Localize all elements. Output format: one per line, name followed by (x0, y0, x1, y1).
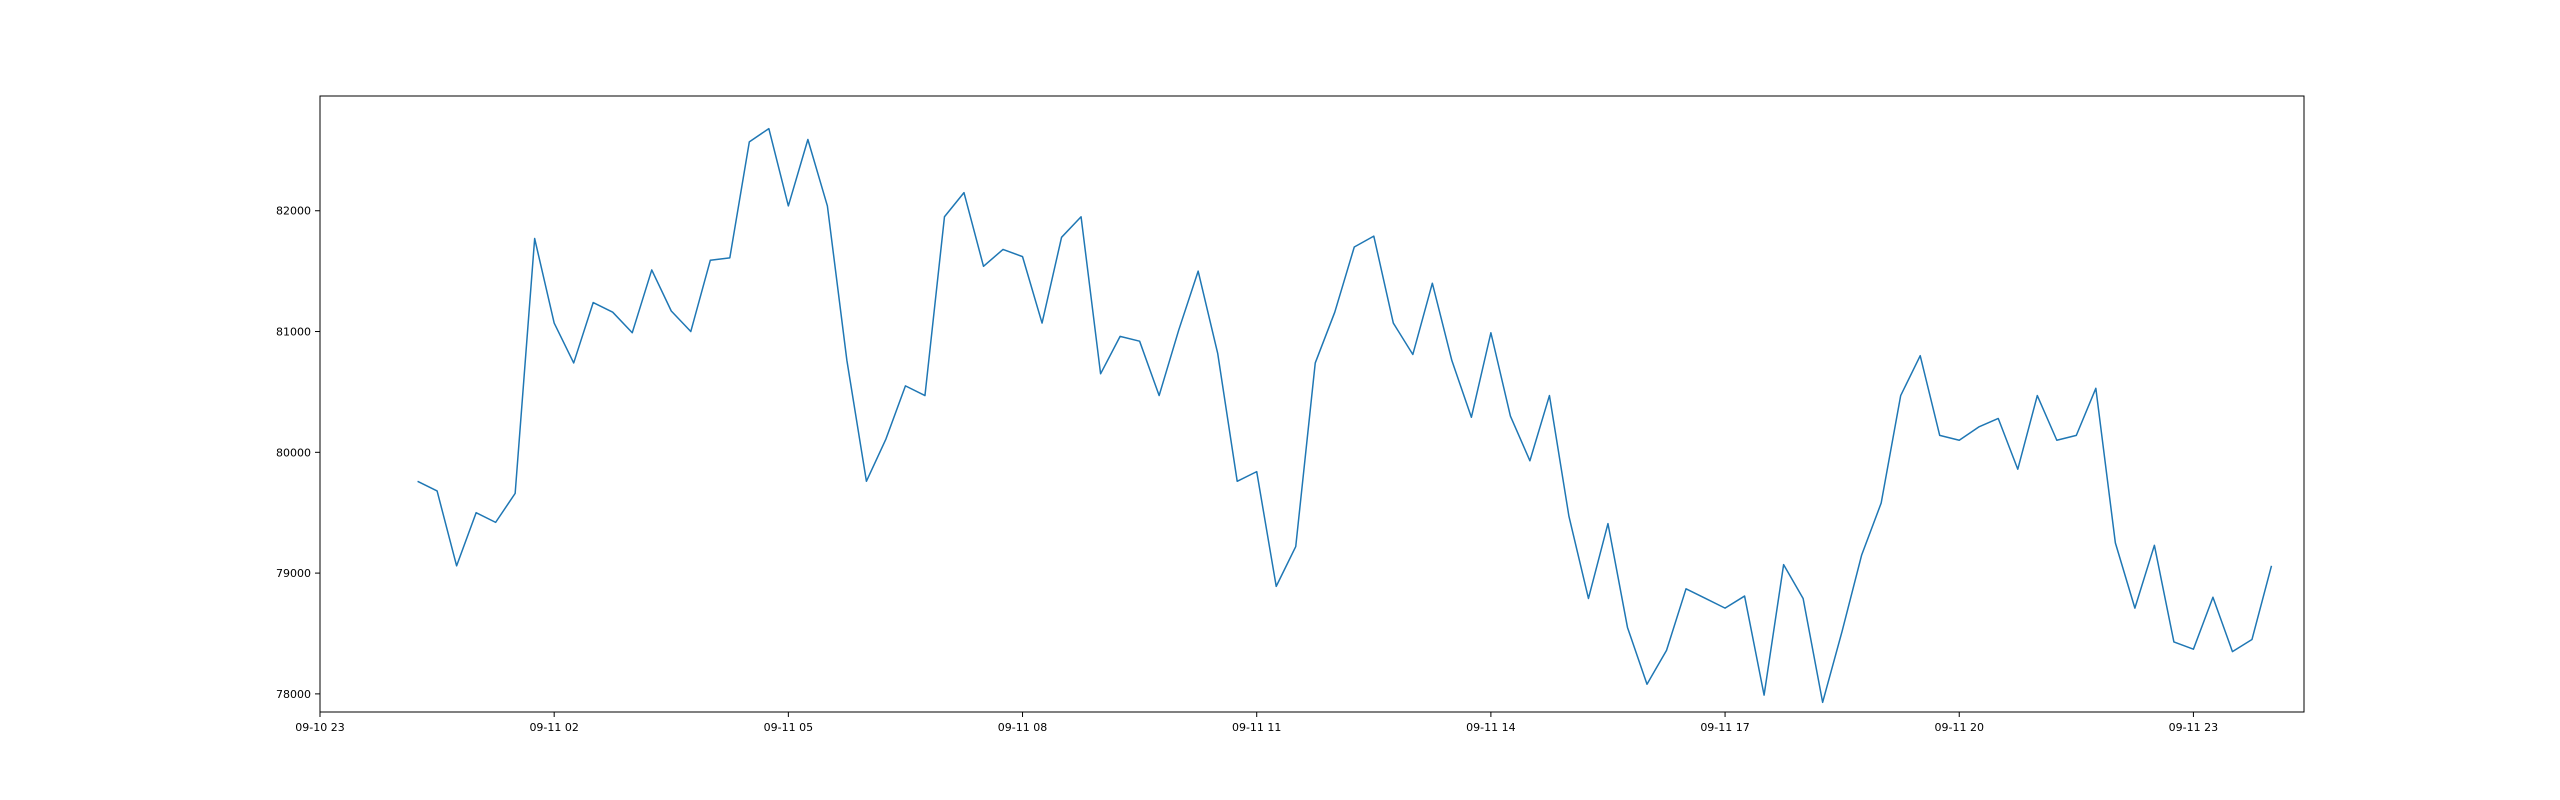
y-tick-label: 80000 (276, 446, 311, 459)
x-tick-label: 09-11 23 (2169, 721, 2218, 734)
y-tick-label: 82000 (276, 205, 311, 218)
x-tick-label: 09-11 02 (529, 721, 578, 734)
y-tick-label: 81000 (276, 326, 311, 339)
y-tick-label: 79000 (276, 567, 311, 580)
x-tick-label: 09-11 11 (1232, 721, 1281, 734)
x-tick-label: 09-11 08 (998, 721, 1047, 734)
y-axis: 78000 79000 80000 81000 82000 (276, 205, 320, 701)
x-tick-label: 09-11 20 (1935, 721, 1984, 734)
y-tick-label: 78000 (276, 688, 311, 701)
x-tick-label: 09-11 14 (1466, 721, 1515, 734)
x-tick-label: 09-11 05 (764, 721, 813, 734)
x-axis: 09-10 23 09-11 02 09-11 05 09-11 08 09-11 11… (295, 712, 2218, 734)
x-tick-label: 09-11 17 (1700, 721, 1749, 734)
plot-frame (319, 95, 2305, 713)
series-line-0 (417, 127, 2273, 704)
x-tick-label: 09-10 23 (295, 721, 344, 734)
